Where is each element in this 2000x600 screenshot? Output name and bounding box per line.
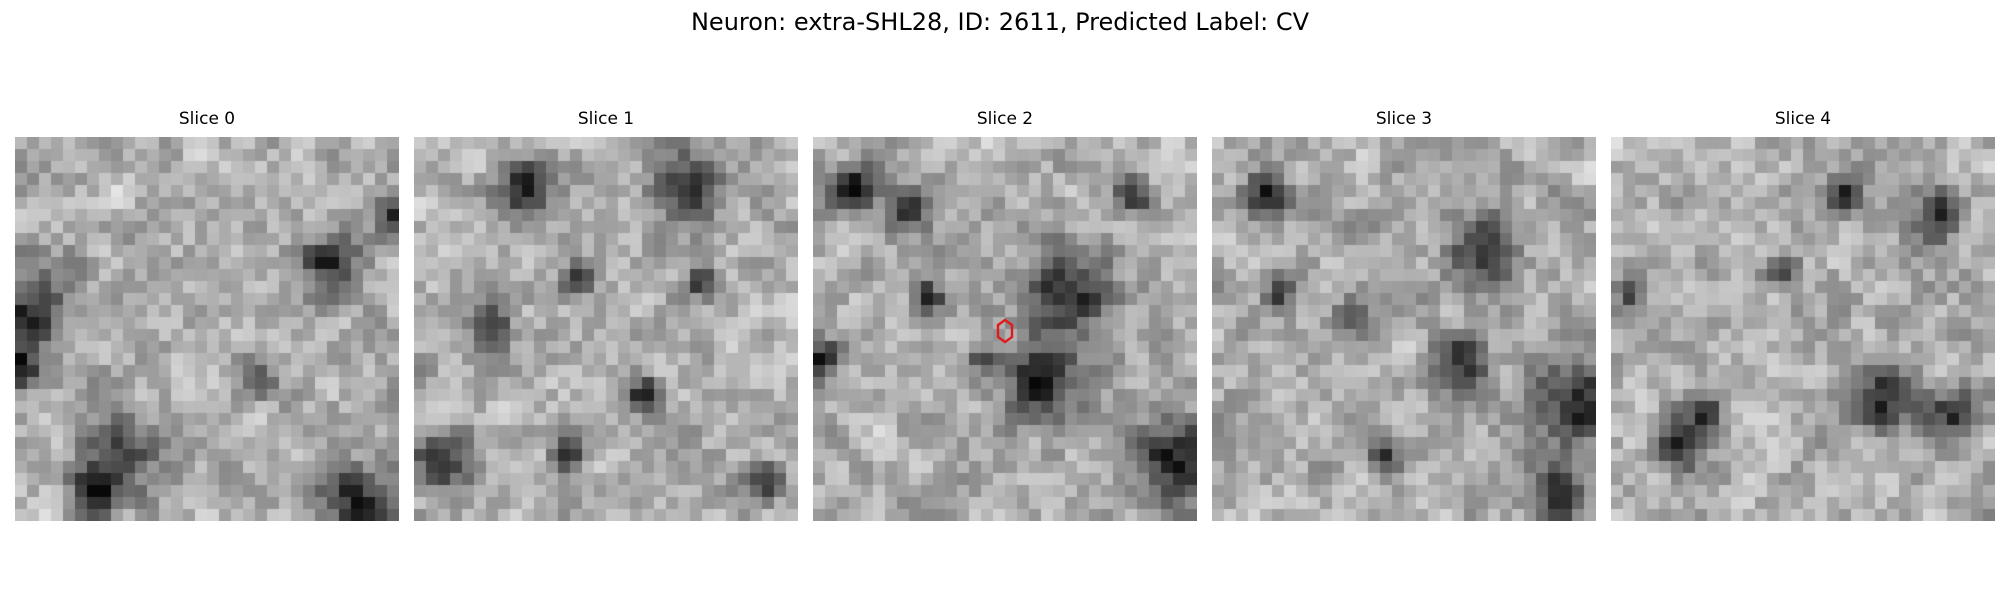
slice-panel-2: Slice 2 <box>813 108 1197 521</box>
roi-overlay <box>996 318 1014 344</box>
slice-title: Slice 2 <box>976 109 1034 129</box>
slice-panel-0: Slice 0 <box>15 108 399 521</box>
slice-image-2 <box>813 137 1197 521</box>
slice-image-4 <box>1611 137 1995 521</box>
slice-image-1 <box>414 137 798 521</box>
roi-marker-hexagon <box>996 318 1014 344</box>
slice-panel-4: Slice 4 <box>1611 108 1995 521</box>
slice-panel-3: Slice 3 <box>1212 108 1596 521</box>
slice-image-0 <box>15 137 399 521</box>
slice-title: Slice 1 <box>577 109 635 129</box>
figure-title: Neuron: extra-SHL28, ID: 2611, Predicted… <box>690 8 1310 36</box>
slice-title: Slice 0 <box>178 109 236 129</box>
slice-image-frame-2 <box>813 137 1197 521</box>
slice-title: Slice 4 <box>1774 109 1832 129</box>
slice-image-3 <box>1212 137 1596 521</box>
slice-title: Slice 3 <box>1375 109 1433 129</box>
slice-panel-1: Slice 1 <box>414 108 798 521</box>
